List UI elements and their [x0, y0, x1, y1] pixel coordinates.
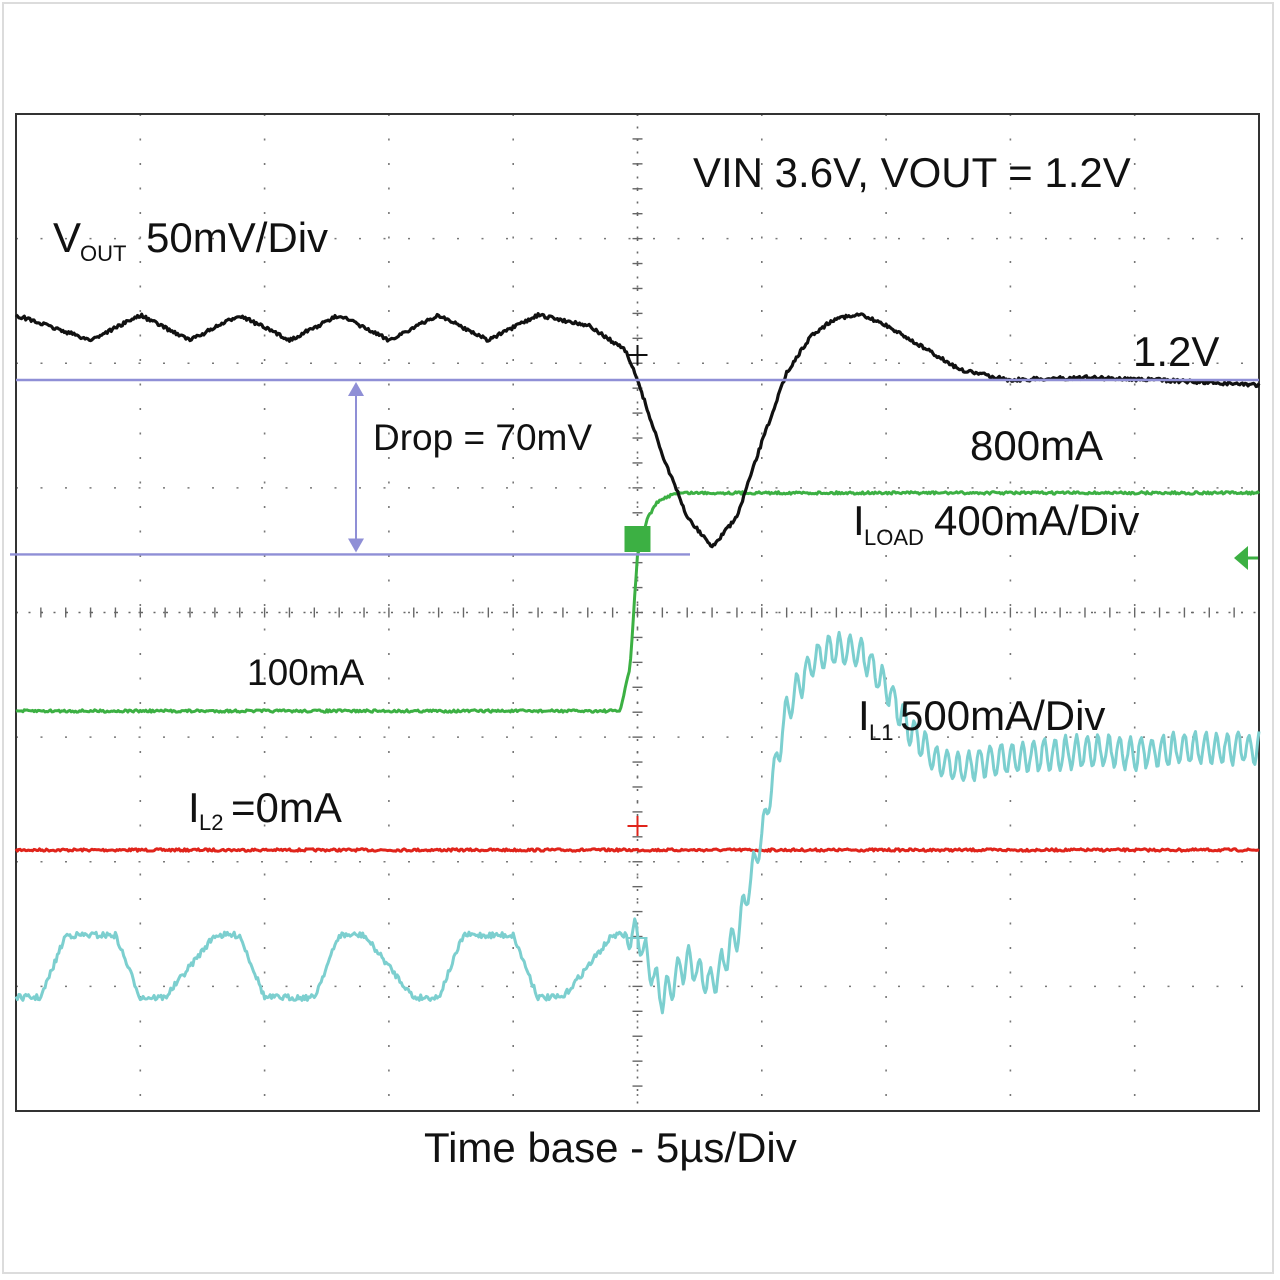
iload-high-label: 800mA — [970, 422, 1103, 469]
iload-label-sub: LOAD — [864, 525, 924, 550]
x-axis-label: Time base - 5µs/Div — [424, 1124, 797, 1171]
vout-scale: 50mV/Div — [146, 214, 328, 261]
trigger-marker — [624, 526, 651, 552]
drop-arrow-head-up — [348, 382, 364, 396]
channel-level-arrow — [1234, 546, 1248, 570]
il2-trace — [14, 847, 1260, 853]
il1-label: I L1 500mA/Div — [858, 692, 1105, 745]
plot-border — [15, 113, 1260, 1112]
iload-label-main: I — [853, 497, 865, 544]
chart-title: VIN 3.6V, VOUT = 1.2V — [693, 149, 1131, 196]
vout-label-sub: OUT — [80, 241, 126, 266]
traces — [14, 312, 1261, 1015]
vout-label: V OUT 50mV/Div — [53, 214, 328, 266]
iload-label: I LOAD 400mA/Div — [853, 497, 1139, 550]
il1-scale: 500mA/Div — [900, 692, 1105, 739]
drop-arrow-head-down — [348, 538, 364, 553]
iload-scale: 400mA/Div — [934, 497, 1139, 544]
il1-label-sub: L1 — [869, 720, 893, 745]
il2-value: =0mA — [231, 784, 342, 831]
vout-label-main: V — [53, 214, 81, 261]
il2-label: I L2 =0mA — [188, 784, 342, 835]
markers — [10, 345, 1259, 948]
iload-low-label: 100mA — [247, 652, 365, 693]
grid — [15, 113, 1260, 1112]
drop-label: Drop = 70mV — [373, 417, 592, 458]
il1-label-main: I — [858, 692, 870, 739]
il2-label-sub: L2 — [199, 810, 223, 835]
il2-label-main: I — [188, 784, 200, 831]
vout-level-label: 1.2V — [1133, 328, 1219, 375]
